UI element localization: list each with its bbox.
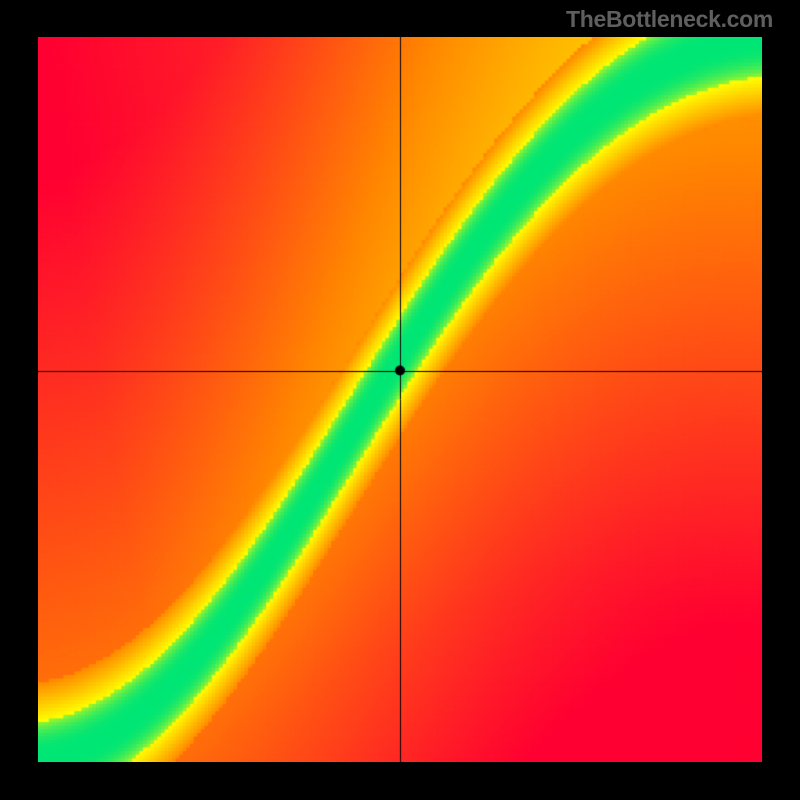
watermark-text: TheBottleneck.com <box>566 6 773 33</box>
bottleneck-heatmap <box>38 37 762 762</box>
